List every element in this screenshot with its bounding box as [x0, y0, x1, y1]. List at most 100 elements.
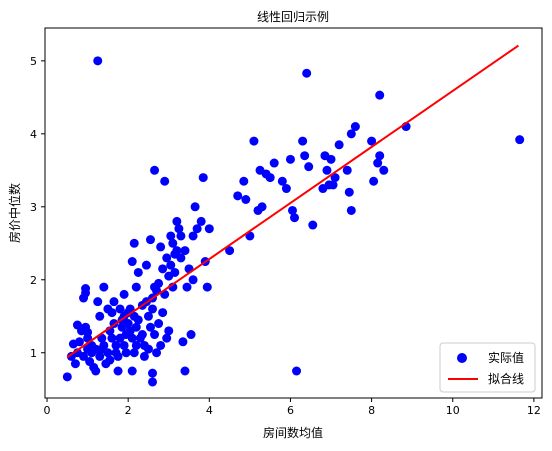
scatter-point	[158, 308, 168, 318]
scatter-point	[133, 267, 143, 277]
scatter-point	[131, 282, 141, 292]
x-axis-label: 房间数均值	[263, 425, 323, 440]
scatter-point	[269, 158, 279, 168]
legend: 实际值 拟合线	[439, 342, 536, 393]
scatter-point	[127, 257, 137, 267]
scatter-point	[241, 194, 251, 204]
scatter-point	[204, 224, 214, 234]
scatter-point	[180, 246, 190, 256]
scatter-point	[233, 191, 243, 201]
x-tick-label: 12	[527, 404, 541, 417]
scatter-point	[99, 340, 109, 350]
scatter-point	[188, 231, 198, 241]
x-tick-label: 10	[446, 404, 460, 417]
scatter-point	[302, 68, 312, 78]
scatter-point	[143, 344, 153, 354]
scatter-point	[83, 327, 93, 337]
scatter-point	[292, 366, 302, 376]
x-axis: 0 2 4 6 8 10 12	[44, 398, 541, 417]
scatter-point	[350, 122, 360, 132]
scatter-point	[257, 202, 267, 212]
scatter-point	[172, 216, 182, 226]
scatter-point	[334, 140, 344, 150]
scatter-point	[290, 213, 300, 223]
y-tick-label: 3	[30, 201, 37, 214]
scatter-point	[139, 351, 149, 361]
scatter-point	[119, 340, 129, 350]
scatter-point	[322, 165, 332, 175]
fit-line-series	[66, 44, 520, 358]
scatter-point	[113, 366, 123, 376]
x-tick-label: 2	[125, 404, 132, 417]
scatter-point	[70, 359, 80, 369]
fit-line	[66, 44, 520, 358]
scatter-point	[330, 173, 340, 183]
scatter-point	[182, 282, 192, 292]
scatter-point	[150, 165, 160, 175]
scatter-point	[190, 202, 200, 212]
scatter-point	[166, 260, 176, 270]
scatter-point	[127, 333, 137, 343]
scatter-point	[186, 330, 196, 340]
scatter-point	[198, 173, 208, 183]
scatter-point	[99, 282, 109, 292]
scatter-point	[174, 224, 184, 234]
scatter-point	[129, 238, 139, 248]
scatter-point	[93, 297, 103, 307]
scatter-point	[265, 173, 275, 183]
scatter-point	[287, 205, 297, 215]
scatter-point	[154, 278, 164, 288]
scatter-point	[180, 366, 190, 376]
scatter-point	[300, 151, 310, 161]
scatter-point	[121, 348, 131, 358]
scatter-point	[328, 180, 338, 190]
scatter-point	[148, 368, 158, 378]
legend-label-fit: 拟合线	[488, 371, 524, 386]
scatter-point	[145, 322, 155, 332]
scatter-point	[379, 165, 389, 175]
scatter-point	[148, 304, 158, 314]
scatter-point	[109, 297, 119, 307]
scatter-point	[304, 162, 314, 172]
scatter-point	[107, 333, 117, 343]
scatter-point	[176, 253, 186, 263]
scatter-point	[129, 348, 139, 358]
scatter-point	[369, 176, 379, 186]
scatter-point	[152, 348, 162, 358]
scatter-point	[192, 224, 202, 234]
scatter-point	[344, 187, 354, 197]
y-axis-label: 房价中位数	[7, 183, 22, 243]
y-tick-label: 5	[30, 55, 37, 68]
scatter-point	[178, 337, 188, 347]
legend-marker-actual	[457, 353, 467, 363]
scatter-point	[277, 176, 287, 186]
scatter-point	[103, 348, 113, 358]
scatter-point	[172, 246, 182, 256]
x-tick-label: 4	[206, 404, 213, 417]
scatter-point	[156, 242, 166, 252]
scatter-point	[93, 56, 103, 66]
scatter-point	[137, 330, 147, 340]
scatter-point	[131, 340, 141, 350]
scatter-point	[154, 319, 164, 329]
scatter-point	[131, 322, 141, 332]
scatter-point	[326, 154, 336, 164]
scatter-point	[150, 330, 160, 340]
scatter-point	[115, 304, 125, 314]
scatter-point	[196, 216, 206, 226]
scatter-point	[285, 154, 295, 164]
scatter-point	[91, 366, 101, 376]
scatter-point	[298, 136, 308, 146]
scatter-point	[162, 253, 172, 263]
x-tick-label: 6	[287, 404, 294, 417]
scatter-point	[367, 136, 377, 146]
scatter-point	[111, 340, 121, 350]
scatter-point	[168, 238, 178, 248]
scatter-point	[202, 282, 212, 292]
scatter-point	[346, 129, 356, 139]
scatter-point	[342, 165, 352, 175]
scatter-point	[81, 284, 91, 294]
scatter-point	[160, 176, 170, 186]
y-tick-label: 1	[30, 347, 37, 360]
